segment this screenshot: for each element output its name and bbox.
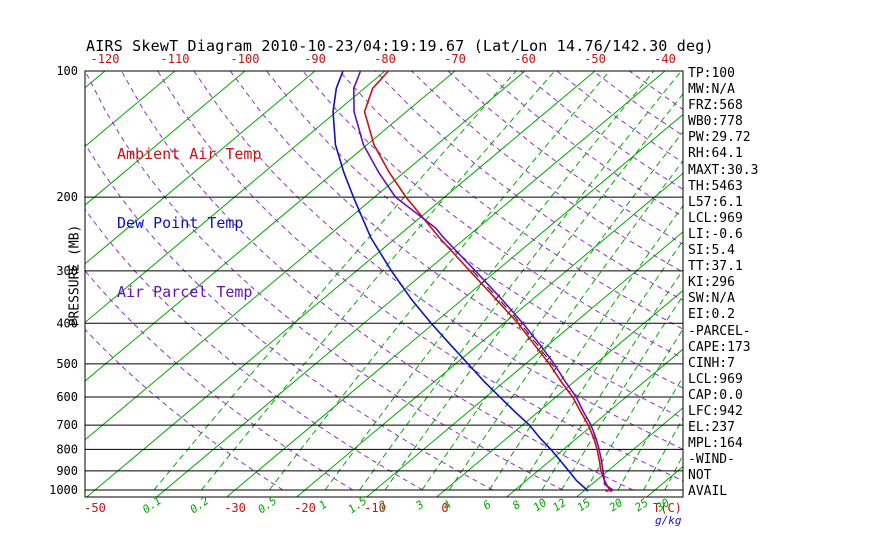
mixing-ratio-label: 6 xyxy=(481,498,494,513)
top-axis-label: -40 xyxy=(654,52,676,66)
stat-line: FRZ:568 xyxy=(688,98,743,114)
chart-legend: Ambient Air Temp Dew Point Temp Air Parc… xyxy=(117,97,262,350)
top-axis-label: -60 xyxy=(514,52,536,66)
top-axis-label: -80 xyxy=(374,52,396,66)
pressure-tick-label: 500 xyxy=(56,357,78,371)
pressure-tick-label: 200 xyxy=(56,190,78,204)
pressure-tick-label: 900 xyxy=(56,464,78,478)
pressure-tick-label: 300 xyxy=(56,264,78,278)
stat-line: KI:296 xyxy=(688,275,735,291)
stat-line: SI:5.4 xyxy=(688,243,735,259)
pressure-tick-label: 100 xyxy=(56,64,78,78)
air-parcel-temp-curve xyxy=(352,71,614,493)
pressure-tick-label: 800 xyxy=(56,442,78,456)
stat-line: TP:100 xyxy=(688,66,735,81)
mixing-ratio-lines xyxy=(153,71,683,491)
stat-line: AVAIL xyxy=(688,484,728,500)
top-axis-label: -100 xyxy=(231,52,260,66)
pressure-tick-label: 600 xyxy=(56,390,78,404)
stats-panel: TP:100 MW:N/A FRZ:568 WB0:778 PW:29.72 RH:64.… xyxy=(688,66,758,501)
stat-line: EL:237 xyxy=(688,420,735,436)
bottom-axis-label: -10 xyxy=(364,501,386,515)
stat-line: PW:29.72 xyxy=(688,130,751,146)
stat-line: LFC:942 xyxy=(688,403,743,419)
bottom-axis-label: -20 xyxy=(294,501,316,515)
stat-line: LCL:969 xyxy=(688,210,743,226)
pressure-tick-label: 400 xyxy=(56,316,78,330)
pressure-tick-label: 1000 xyxy=(49,483,78,497)
mixing-ratio-label: 20 xyxy=(607,496,626,514)
legend-dew-point-temp: Dew Point Temp xyxy=(117,214,244,232)
mixing-ratio-label: 1 xyxy=(317,498,330,512)
top-axis-label: -120 xyxy=(91,52,120,66)
mixing-ratio-label: 12 xyxy=(550,496,569,514)
bottom-axis-label: -30 xyxy=(224,501,246,515)
legend-air-parcel-temp: Air Parcel Temp xyxy=(117,283,253,301)
stat-line: TT:37.1 xyxy=(688,259,743,275)
stat-line: -WIND- xyxy=(688,452,735,468)
stat-line: L57:6.1 xyxy=(688,194,743,210)
mixing-ratio-label: 15 xyxy=(575,496,593,514)
pressure-tick-label: 700 xyxy=(56,418,78,432)
temp-axis-unit-label: T(C) xyxy=(653,501,682,515)
stat-line: EI:0.2 xyxy=(688,307,735,323)
dew-point-temp-curve xyxy=(332,71,589,492)
mixing-ratio-label: 3 xyxy=(413,498,427,513)
plot-border xyxy=(84,70,684,498)
stat-line: MAXT:30.3 xyxy=(688,162,759,178)
bottom-axis-label: -50 xyxy=(84,501,106,515)
pressure-axis-title: PRESSURE (MB) xyxy=(67,224,83,327)
stat-line: CINH:7 xyxy=(688,355,735,371)
bottom-axis-label: 0 xyxy=(441,501,448,515)
top-axis-label: -50 xyxy=(584,52,606,66)
stat-line: SW:N/A xyxy=(688,291,735,307)
stat-line: TH:5463 xyxy=(688,178,743,194)
legend-ambient-air-temp: Ambient Air Temp xyxy=(117,145,262,163)
mixing-ratio-label: 10 xyxy=(531,496,550,514)
top-axis-label: -110 xyxy=(161,52,190,66)
stat-line: LCL:969 xyxy=(688,371,743,387)
top-axis-label: -70 xyxy=(444,52,466,66)
isotherm-lines xyxy=(85,71,683,497)
stat-line: -PARCEL- xyxy=(688,323,751,339)
top-axis-label: -90 xyxy=(304,52,326,66)
ambient-air-temp-curve xyxy=(363,71,611,493)
dry-adiabat-lines xyxy=(85,71,683,491)
stat-line: RH:64.1 xyxy=(688,146,743,162)
stat-line: CAP:0.0 xyxy=(688,387,743,403)
stat-line: LI:-0.6 xyxy=(688,226,743,242)
stat-line: NOT xyxy=(688,468,712,484)
chart-title: AIRS SkewT Diagram 2010-10-23/04:19:19.6… xyxy=(86,37,714,55)
stat-line: MW:N/A xyxy=(688,82,735,98)
stat-line: WB0:778 xyxy=(688,114,743,130)
mixing-ratio-label: 25 xyxy=(632,496,650,514)
mixing-ratio-label: 8 xyxy=(510,498,523,513)
mixing-ratio-unit-label: g/kg xyxy=(655,514,682,527)
stat-line: MPL:164 xyxy=(688,436,743,452)
stat-line: CAPE:173 xyxy=(688,339,751,355)
